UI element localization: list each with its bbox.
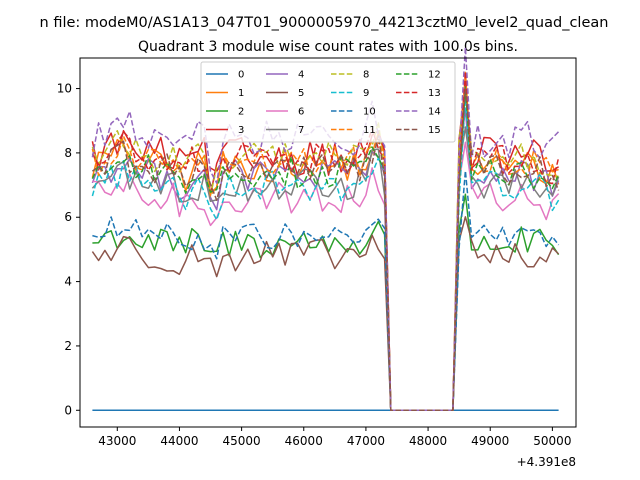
x-axis: 43000 44000 45000 46000 47000 48000 49000 50000	[98, 427, 571, 448]
y-axis: 0 2 4 6 8 10	[57, 82, 80, 417]
x-tick-label: 46000	[285, 434, 323, 448]
x-tick-label: 49000	[471, 434, 509, 448]
series-line-15	[91, 87, 560, 412]
legend-label-12: 12	[428, 70, 441, 81]
x-tick-label: 44000	[160, 434, 198, 448]
y-tick-label: 2	[64, 339, 72, 353]
series-line-6	[92, 141, 560, 412]
x-tick-label: 50000	[533, 434, 571, 448]
legend-label-15: 15	[428, 125, 441, 136]
series-line-5	[91, 216, 560, 412]
series-line-10	[92, 170, 560, 412]
legend-label-14: 14	[428, 107, 441, 118]
y-tick-label: 10	[57, 82, 72, 96]
y-tick-label: 0	[64, 403, 72, 417]
series-line-8	[91, 89, 559, 412]
legend-label-11: 11	[363, 125, 376, 136]
legend-label-6: 6	[298, 107, 304, 118]
x-tick-label: 43000	[98, 434, 136, 448]
legend-label-2: 2	[238, 107, 244, 118]
legend-box	[200, 61, 456, 143]
series-line-2	[92, 193, 560, 412]
legend-label-13: 13	[428, 88, 441, 99]
legend-label-0: 0	[238, 70, 244, 81]
series-line-13	[91, 71, 560, 412]
y-tick-label: 4	[64, 275, 72, 289]
x-offset-label: +4.391e8	[517, 455, 576, 469]
legend-label-4: 4	[298, 70, 304, 81]
legend-label-10: 10	[363, 107, 376, 118]
y-tick-label: 8	[64, 146, 72, 160]
x-tick-label: 45000	[223, 434, 261, 448]
y-tick-label: 6	[64, 210, 72, 224]
plot-frame	[79, 57, 577, 428]
series-line-12	[91, 86, 560, 412]
figure-suptitle: n file: modeM0/AS1A13_047T01_9000005970_…	[40, 15, 609, 31]
legend-label-5: 5	[298, 88, 304, 99]
legend-label-3: 3	[238, 125, 244, 136]
legend-label-1: 1	[238, 88, 244, 99]
series-line-7	[91, 126, 560, 412]
x-tick-label: 47000	[347, 434, 385, 448]
legend-label-8: 8	[363, 70, 369, 81]
chart-title: Quadrant 3 module wise count rates with …	[138, 39, 518, 55]
legend-label-7: 7	[298, 125, 304, 136]
legend-label-9: 9	[363, 88, 369, 99]
series-line-9	[91, 97, 560, 412]
x-tick-label: 48000	[409, 434, 447, 448]
